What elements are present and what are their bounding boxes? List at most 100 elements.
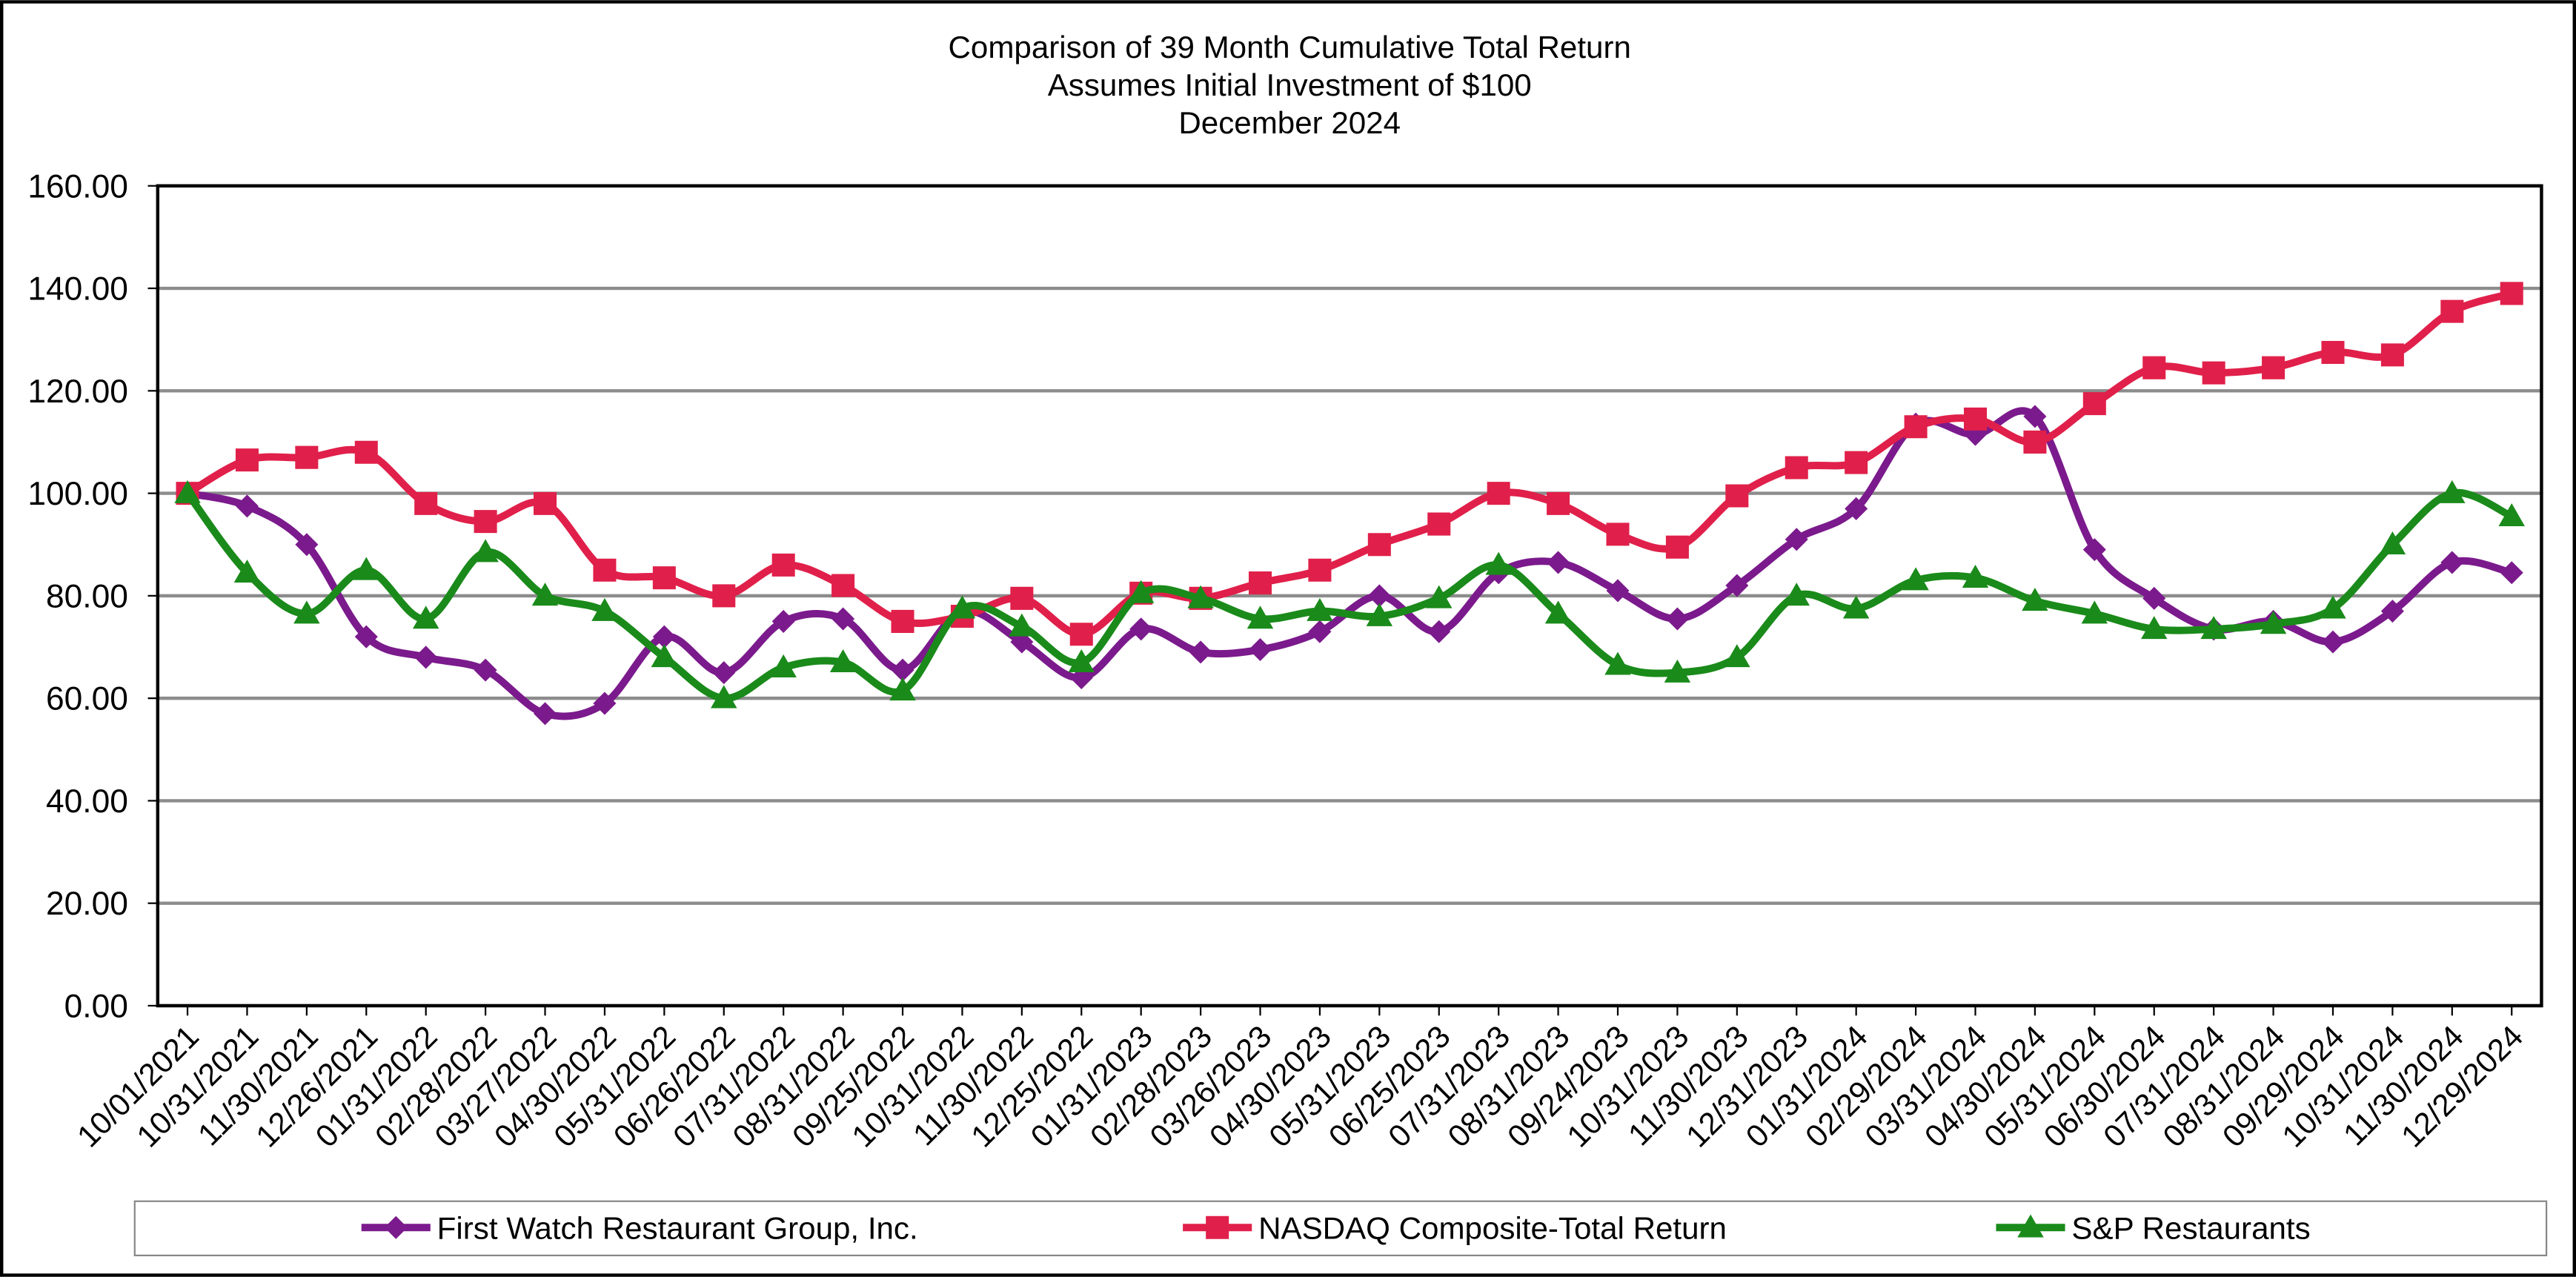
- legend-item: S&P Restaurants: [1996, 1211, 2311, 1246]
- marker: [354, 440, 378, 464]
- marker: [2262, 356, 2285, 379]
- marker: [1248, 637, 1272, 661]
- marker: [2321, 340, 2345, 364]
- marker: [1962, 564, 1989, 588]
- marker: [235, 448, 259, 472]
- marker: [711, 685, 737, 709]
- marker: [2142, 356, 2166, 379]
- marker: [770, 654, 797, 677]
- marker: [889, 677, 916, 701]
- marker: [2023, 430, 2047, 454]
- line: [186, 407, 2513, 720]
- marker: [1367, 533, 1391, 557]
- marker: [2380, 343, 2404, 367]
- marker: [2017, 1214, 2044, 1238]
- marker: [829, 649, 857, 673]
- marker: [591, 597, 618, 621]
- legend-label: First Watch Restaurant Group, Inc.: [437, 1211, 918, 1246]
- marker: [1427, 512, 1451, 536]
- legend-box: [133, 1200, 2548, 1257]
- marker: [412, 606, 439, 629]
- marker: [1068, 649, 1095, 673]
- legend-item: First Watch Restaurant Group, Inc.: [361, 1211, 918, 1246]
- marker: [1189, 640, 1212, 664]
- marker: [1544, 600, 1572, 624]
- marker: [1248, 571, 1272, 595]
- marker: [891, 658, 914, 682]
- marker: [949, 595, 976, 619]
- marker: [2379, 531, 2406, 555]
- marker: [1785, 528, 1808, 551]
- marker: [891, 609, 914, 633]
- marker: [771, 609, 795, 633]
- marker: [233, 560, 261, 583]
- marker: [1606, 523, 1630, 546]
- marker: [2202, 361, 2225, 385]
- marker: [414, 491, 438, 515]
- marker: [2439, 480, 2466, 503]
- marker: [712, 661, 736, 685]
- marker: [472, 539, 499, 563]
- marker: [2321, 630, 2345, 654]
- marker: [1427, 620, 1451, 643]
- marker: [831, 607, 855, 631]
- marker: [1246, 606, 1274, 629]
- marker: [1487, 482, 1510, 505]
- marker: [2500, 561, 2523, 585]
- marker: [593, 558, 617, 582]
- chart-title: Comparison of 39 Month Cumulative Total …: [949, 30, 1631, 64]
- series: [174, 480, 2525, 709]
- marker: [1426, 585, 1453, 608]
- marker: [1366, 603, 1393, 626]
- marker: [174, 480, 201, 503]
- marker: [1604, 651, 1631, 675]
- marker: [293, 600, 320, 624]
- marker: [652, 625, 676, 649]
- marker: [1187, 585, 1214, 608]
- marker: [1902, 567, 1929, 591]
- legend-label: NASDAQ Composite-Total Return: [1258, 1211, 1727, 1246]
- marker: [295, 533, 319, 557]
- y-tick-label: 0.00: [64, 988, 128, 1024]
- line: [185, 290, 2513, 638]
- y-tick-label: 40.00: [46, 783, 128, 820]
- marker: [771, 553, 795, 577]
- marker: [1785, 456, 1808, 480]
- legend-item: NASDAQ Composite-Total Return: [1183, 1211, 1727, 1246]
- y-tick-label: 140.00: [27, 271, 128, 308]
- y-tick-label: 20.00: [46, 886, 128, 922]
- y-tick-label: 60.00: [46, 681, 128, 717]
- marker: [1665, 607, 1689, 631]
- marker: [2200, 616, 2227, 640]
- marker: [1783, 583, 1810, 606]
- marker: [1725, 574, 1749, 597]
- marker: [1845, 451, 1868, 474]
- chart-title: December 2024: [1178, 105, 1401, 140]
- marker: [1307, 597, 1333, 621]
- y-tick-label: 160.00: [27, 168, 128, 205]
- marker: [1724, 644, 1750, 668]
- marker: [534, 491, 557, 515]
- marker: [474, 510, 497, 534]
- y-tick-label: 100.00: [27, 476, 128, 512]
- marker: [1308, 558, 1332, 582]
- marker: [2498, 502, 2525, 526]
- marker: [2320, 595, 2346, 619]
- marker: [295, 445, 319, 469]
- marker: [1010, 586, 1034, 610]
- legend-label: S&P Restaurants: [2071, 1211, 2310, 1246]
- marker: [1664, 659, 1691, 683]
- marker: [1963, 407, 1988, 431]
- marker: [1206, 1215, 1229, 1239]
- marker: [1904, 415, 1928, 439]
- marker: [1308, 620, 1332, 643]
- marker: [2440, 299, 2464, 323]
- marker: [651, 644, 678, 668]
- marker: [2500, 282, 2523, 305]
- marker: [1665, 535, 1689, 559]
- marker: [831, 574, 855, 597]
- marker: [2081, 600, 2108, 624]
- plot-border: [156, 184, 2543, 1008]
